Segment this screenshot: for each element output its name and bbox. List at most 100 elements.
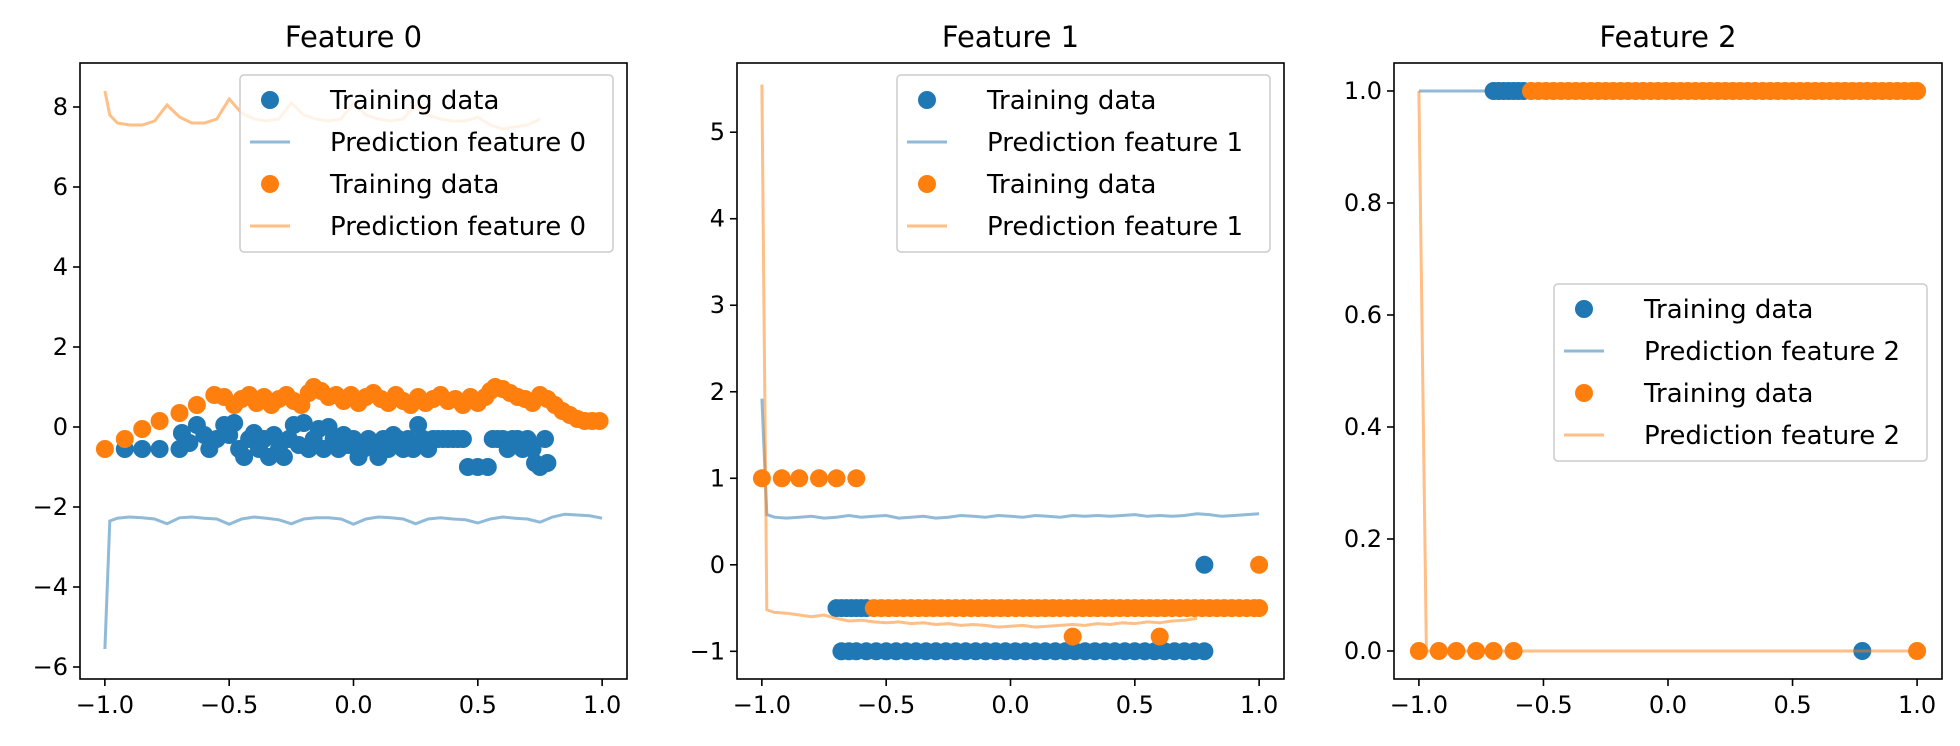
legend-label: Prediction feature 2 — [1644, 421, 1900, 451]
y-tick-label: 0.0 — [1344, 637, 1382, 665]
data-point — [590, 412, 609, 430]
data-point — [752, 469, 771, 488]
x-tick-label: 0.0 — [991, 691, 1029, 719]
y-tick-label: 4 — [53, 253, 68, 281]
prediction-line — [1417, 90, 1918, 653]
x-tick-label: −1.0 — [76, 691, 134, 719]
y-tick-label: −6 — [33, 653, 68, 681]
subplot-0: −1.0 −0.5 0.0 0.5 1.0 −6 −4 −2 0 2 4 6 8 Feature 0 Tra… — [33, 20, 628, 719]
legend-marker-swatch — [1575, 300, 1593, 318]
data-point — [772, 469, 791, 488]
data-point — [790, 469, 809, 488]
data-point — [478, 458, 497, 476]
data-point — [170, 404, 189, 422]
data-point — [1409, 642, 1428, 660]
data-point — [453, 430, 472, 448]
data-point — [1063, 627, 1082, 646]
y-tick-label: 0.4 — [1344, 413, 1382, 441]
x-tick-label: 0.5 — [459, 691, 497, 719]
data-point — [235, 448, 254, 466]
data-point — [810, 469, 828, 488]
data-point — [95, 440, 114, 458]
prediction-line — [760, 398, 1260, 520]
x-tick-label: −0.5 — [857, 691, 915, 719]
data-point — [133, 440, 152, 458]
legend-marker-swatch — [918, 175, 936, 193]
data-point — [1195, 642, 1214, 661]
legend: Training data Prediction feature 0 Trainin… — [239, 74, 614, 253]
legend-label: Training data — [1643, 379, 1813, 409]
prediction-line — [103, 512, 603, 650]
legend-marker-swatch — [261, 91, 279, 109]
legend-marker-swatch — [918, 91, 936, 109]
series-1 — [103, 512, 603, 650]
legend: Training data Prediction feature 2 Trainin… — [1553, 283, 1928, 462]
chart-title: Feature 2 — [1599, 20, 1736, 54]
data-point — [1250, 555, 1269, 574]
data-point — [1250, 599, 1269, 618]
legend-label: Training data — [986, 86, 1156, 116]
x-tick-label: −0.5 — [1514, 691, 1572, 719]
legend-box — [1553, 283, 1928, 462]
x-tick-label: 0.0 — [334, 691, 372, 719]
y-tick-label: 0.6 — [1344, 301, 1382, 329]
legend-label: Training data — [1643, 295, 1813, 325]
data-point — [187, 396, 206, 414]
x-tick-label: 0.5 — [1773, 691, 1811, 719]
series-2 — [95, 378, 609, 458]
y-tick-label: 8 — [53, 93, 68, 121]
y-tick-label: 0 — [53, 413, 68, 441]
data-point — [133, 420, 152, 438]
x-tick-label: 1.0 — [1240, 691, 1278, 719]
data-point — [115, 430, 134, 448]
legend-box — [896, 74, 1271, 253]
y-tick-label: 0.8 — [1344, 189, 1382, 217]
legend-label: Training data — [986, 170, 1156, 200]
chart-title: Feature 1 — [942, 20, 1079, 54]
chart-title: Feature 0 — [285, 20, 422, 54]
y-tick-label: 6 — [53, 173, 68, 201]
data-point — [150, 440, 169, 458]
data-point — [1195, 555, 1214, 574]
x-tick-label: −0.5 — [200, 691, 258, 719]
y-tick-label: 2 — [53, 333, 68, 361]
data-point — [294, 414, 313, 432]
legend-label: Training data — [329, 170, 499, 200]
legend-box — [239, 74, 614, 253]
y-tick-label: 2 — [710, 378, 725, 406]
data-point — [150, 412, 169, 430]
subplot-2: −1.0 −0.5 0.0 0.5 1.0 0.0 0.2 0.4 0.6 0.8 1.0 Featu… — [1344, 20, 1943, 719]
legend-marker-swatch — [1575, 384, 1593, 402]
legend-label: Prediction feature 0 — [330, 128, 586, 158]
series-2 — [1409, 82, 1927, 660]
data-point — [847, 469, 866, 488]
x-tick-label: −1.0 — [733, 691, 791, 719]
legend-label: Prediction feature 2 — [1644, 337, 1900, 367]
legend-label: Prediction feature 1 — [987, 212, 1243, 242]
data-point — [180, 434, 199, 452]
data-point — [1150, 627, 1169, 646]
data-point — [538, 454, 557, 472]
series-0 — [1484, 82, 1872, 660]
data-point — [225, 414, 244, 432]
y-tick-label: 3 — [710, 291, 725, 319]
x-tick-label: 1.0 — [1898, 691, 1936, 719]
x-tick-label: −1.0 — [1390, 691, 1448, 719]
y-tick-label: −1 — [690, 637, 725, 665]
series-1 — [760, 398, 1260, 520]
legend-label: Prediction feature 1 — [987, 128, 1243, 158]
data-point — [409, 416, 428, 434]
y-tick-label: 1.0 — [1344, 77, 1382, 105]
y-tick-label: −4 — [33, 573, 68, 601]
prediction-line — [760, 84, 1198, 629]
data-point — [274, 448, 293, 466]
data-point — [827, 469, 846, 488]
y-tick-label: 0.2 — [1344, 525, 1382, 553]
y-tick-label: 5 — [710, 118, 725, 146]
x-tick-label: 0.5 — [1116, 691, 1154, 719]
y-tick-label: 0 — [710, 551, 725, 579]
y-tick-label: −2 — [33, 493, 68, 521]
series-0 — [115, 414, 557, 476]
subplot-1: −1.0 −0.5 0.0 0.5 1.0 −1 0 1 2 3 4 5 Feature 1 Traini… — [690, 20, 1285, 719]
